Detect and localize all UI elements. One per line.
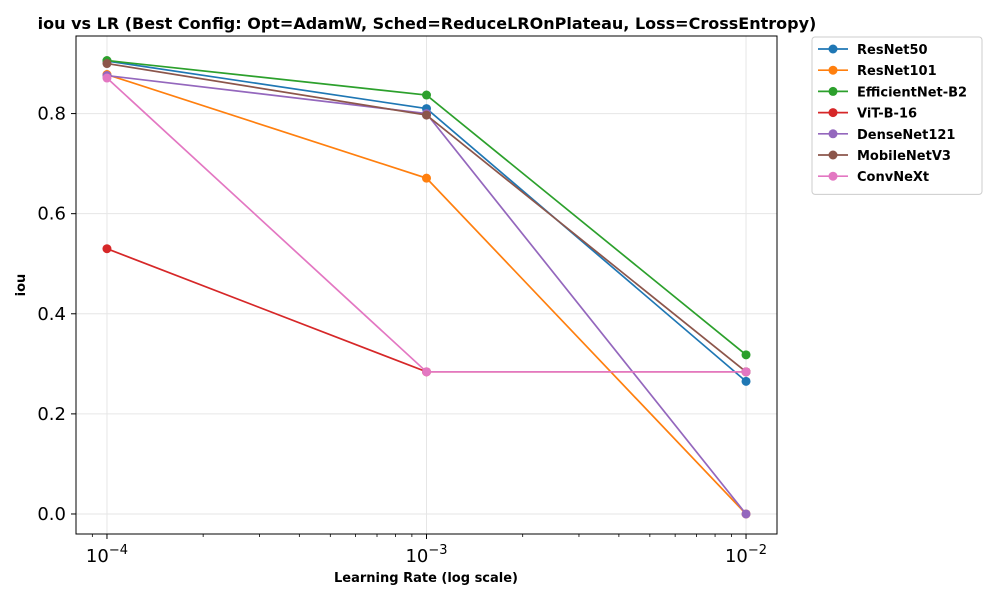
data-point-efficientnet-b2 xyxy=(422,90,431,100)
legend-label-mobilenetv3: MobileNetV3 xyxy=(857,149,951,164)
data-point-convnext xyxy=(422,367,431,377)
data-point-vit-b-16 xyxy=(102,244,112,254)
y-tick-label: 0.6 xyxy=(37,204,66,225)
legend-marker-densenet121 xyxy=(828,129,838,139)
legend-marker-convnext xyxy=(828,171,838,181)
legend-marker-efficientnet-b2 xyxy=(828,86,838,96)
data-point-mobilenetv3 xyxy=(422,110,431,120)
data-point-mobilenetv3 xyxy=(102,59,112,69)
data-point-convnext xyxy=(741,367,751,377)
legend-marker-resnet101 xyxy=(828,65,838,75)
y-tick-label: 0.4 xyxy=(37,304,66,325)
legend: ResNet50 ResNet101 EfficientNet-B2 ViT-B-16… xyxy=(811,36,983,195)
x-axis-label: Learning Rate (log scale) xyxy=(334,571,518,586)
legend-label-efficientnet-b2: EfficientNet-B2 xyxy=(857,85,967,100)
x-tick-label: 10−4 xyxy=(86,543,128,567)
data-point-densenet121 xyxy=(741,509,751,519)
legend-label-vit-b-16: ViT-B-16 xyxy=(857,107,917,122)
data-point-efficientnet-b2 xyxy=(741,350,751,360)
legend-marker-resnet50 xyxy=(828,44,838,54)
data-point-resnet50 xyxy=(741,376,751,386)
legend-label-resnet101: ResNet101 xyxy=(857,64,937,79)
y-tick-label: 0.2 xyxy=(37,404,66,425)
y-tick-label: 0.8 xyxy=(37,104,66,125)
legend-marker-mobilenetv3 xyxy=(828,150,838,160)
legend-marker-vit-b-16 xyxy=(828,108,838,118)
legend-label-densenet121: DenseNet121 xyxy=(857,128,955,143)
x-tick-label: 10−2 xyxy=(725,543,767,567)
legend-label-convnext: ConvNeXt xyxy=(857,170,929,185)
data-point-resnet101 xyxy=(422,173,431,183)
series-lines xyxy=(102,56,751,519)
chart-title: iou vs LR (Best Config: Opt=AdamW, Sched… xyxy=(38,14,817,33)
data-point-convnext xyxy=(102,73,112,83)
y-axis-label: iou xyxy=(14,274,29,297)
y-tick-label: 0.0 xyxy=(37,504,66,525)
legend-label-resnet50: ResNet50 xyxy=(857,43,928,58)
axes: 0.0 0.2 0.4 0.6 0.8 10−4 10−3 10−2 xyxy=(37,104,767,567)
legend-box xyxy=(811,36,983,195)
x-tick-label: 10−3 xyxy=(405,543,447,567)
